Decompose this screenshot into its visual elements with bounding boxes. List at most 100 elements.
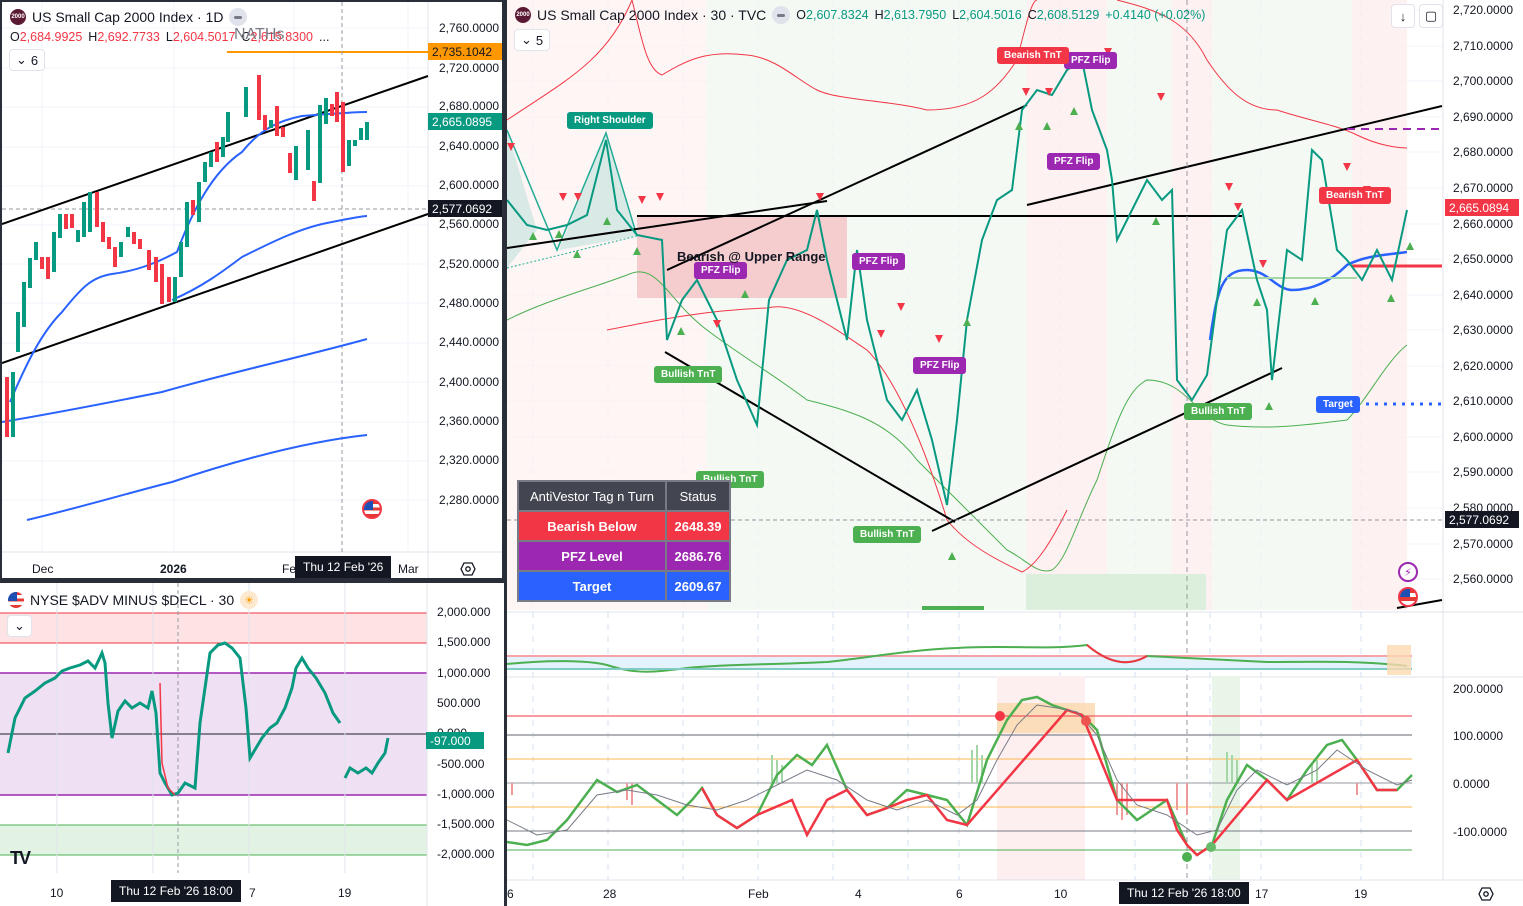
time-tick: 28 <box>603 887 617 901</box>
time-tick: 17 <box>1255 887 1269 901</box>
right-shoulder-label: Right Shoulder <box>567 112 653 129</box>
axis-tick: 2,690.0000 <box>1453 110 1514 124</box>
axis-tick: 500.000 <box>437 696 481 710</box>
table-row: PFZ Level 2686.76 <box>517 540 731 572</box>
crosshair-price-tag: 2,577.0692 <box>428 200 502 217</box>
time-tick: Mar <box>398 562 419 576</box>
axis-tick: 2,640.0000 <box>1453 288 1514 302</box>
main-chart-pane[interactable]: 2000 US Small Cap 2000 Index · 30 · TVC … <box>507 0 1523 906</box>
fullscreen-button[interactable]: ▢ <box>1419 4 1443 28</box>
axis-tick: 2,440.0000 <box>439 335 500 349</box>
symbol-logo-icon: 2000 <box>10 9 26 25</box>
axis-tick: 100.0000 <box>1453 729 1504 743</box>
row-value: 2648.39 <box>665 510 731 542</box>
pfz-flip-label: PFZ Flip <box>1064 52 1118 69</box>
row-value: 2686.76 <box>665 540 731 572</box>
axis-tick: 2,670.0000 <box>1453 181 1514 195</box>
time-tick: 7 <box>249 886 256 900</box>
adv-decl-pane[interactable]: NYSE $ADV MINUS $DECL · 30 ☀ ⌄ 2,000.000… <box>0 583 504 906</box>
axis-tick: 2,630.0000 <box>1453 323 1514 337</box>
row-label: Target <box>517 570 667 602</box>
daily-candles <box>5 75 369 437</box>
adv-chart-title[interactable]: NYSE $ADV MINUS $DECL · 30 <box>30 592 235 608</box>
adv-indicators-toggle[interactable]: ⌄ <box>7 615 32 637</box>
chevron-down-icon: ⌄ <box>16 52 27 67</box>
symbol-logo-icon: 2000 <box>515 7 531 23</box>
daily-ohlc: O2,684.9925 H2,692.7733 L2,604.5017 C2,6… <box>10 30 330 44</box>
axis-tick: 2,660.0000 <box>1453 217 1514 231</box>
settings-icon[interactable] <box>460 561 476 577</box>
indicators-toggle[interactable]: ⌄ 6 <box>9 49 46 71</box>
axis-tick: 2,760.0000 <box>439 21 500 35</box>
axis-tick: 2,000.000 <box>437 605 491 619</box>
time-tick: 19 <box>338 886 352 900</box>
axis-tick: 2,480.0000 <box>439 296 500 310</box>
pfz-flip-label: PFZ Flip <box>694 262 748 279</box>
table-row: Bearish Below 2648.39 <box>517 510 731 542</box>
axis-tick: 2,520.0000 <box>439 257 500 271</box>
axis-tick: 2,560.0000 <box>439 217 500 231</box>
last-price-tag: 2,665.0895 <box>428 113 502 130</box>
axis-tick: 2,700.0000 <box>1453 74 1514 88</box>
scroll-to-latest-button[interactable]: ↓ <box>1391 4 1415 28</box>
time-tick: 2026 <box>160 562 187 576</box>
row-label: Bearish Below <box>517 510 667 542</box>
axis-tick: -1,500.000 <box>437 817 495 831</box>
bullish-tnt-label: Bullish TnT <box>853 526 922 543</box>
axis-tick: 2,560.0000 <box>1453 572 1514 586</box>
adv-last-value-tag: -97.000 <box>426 732 484 749</box>
axis-tick: 2,680.0000 <box>439 99 500 113</box>
pfz-flip-label: PFZ Flip <box>913 357 967 374</box>
main-chart-title[interactable]: US Small Cap 2000 Index · 30 · TVC <box>537 7 767 23</box>
axis-tick: 2,720.0000 <box>1453 3 1514 17</box>
axis-tick: 2,650.0000 <box>1453 252 1514 266</box>
antivestor-status-table: AntiVestor Tag n Turn Status Bearish Bel… <box>517 480 731 602</box>
axis-tick: 2,570.0000 <box>1453 537 1514 551</box>
axis-tick: 2,610.0000 <box>1453 394 1514 408</box>
daily-legend[interactable]: 2000 US Small Cap 2000 Index · 1D <box>10 8 248 26</box>
bearish-upper-range-label: Bearish @ Upper Range <box>677 249 826 264</box>
time-tick: Dec <box>32 562 54 576</box>
axis-tick: 2,680.0000 <box>1453 145 1514 159</box>
axis-tick: 2,710.0000 <box>1453 39 1514 53</box>
pfz-flip-label: PFZ Flip <box>1047 153 1101 170</box>
axis-tick: -2,000.000 <box>437 847 495 861</box>
bearish-tnt-label: Bearish TnT <box>997 47 1069 64</box>
main-chart-canvas[interactable] <box>507 0 1523 906</box>
main-ohlc: O2,607.8324 H2,613.7950 L2,604.5016 C2,6… <box>796 8 1206 22</box>
us-flag-event-icon[interactable] <box>1398 587 1418 607</box>
hide-legend-icon[interactable] <box>229 8 248 26</box>
main-indicators-toggle[interactable]: ⌄ 5 <box>514 29 551 51</box>
daily-chart-pane[interactable]: 2000 US Small Cap 2000 Index · 1D O2,684… <box>0 0 504 580</box>
axis-tick: 2,600.0000 <box>1453 430 1514 444</box>
indicator-count: 5 <box>535 32 544 48</box>
us-flag-event-icon[interactable] <box>362 499 382 519</box>
settings-icon[interactable] <box>1478 886 1494 902</box>
adv-legend[interactable]: NYSE $ADV MINUS $DECL · 30 ☀ <box>8 591 259 609</box>
daily-chart-title[interactable]: US Small Cap 2000 Index · 1D <box>32 9 224 25</box>
target-label: Target <box>1316 396 1360 413</box>
crosshair-price-tag: 2,577.0692 <box>1445 511 1519 528</box>
time-tick: 10 <box>50 886 64 900</box>
hide-legend-icon[interactable] <box>772 6 791 24</box>
axis-tick: 0.0000 <box>1453 777 1490 791</box>
market-hours-sun-icon[interactable]: ☀ <box>240 591 259 609</box>
bullish-tnt-label: Bullish TnT <box>1184 403 1253 420</box>
table-header: Status <box>665 480 731 512</box>
axis-tick: -100.0000 <box>1453 825 1508 839</box>
tradingview-logo[interactable]: TV <box>10 848 31 868</box>
axis-tick: 2,600.0000 <box>439 178 500 192</box>
axis-tick: -500.000 <box>437 757 485 771</box>
chevron-down-icon: ⌄ <box>14 618 25 633</box>
daily-chart-canvas[interactable] <box>2 2 504 580</box>
arrow-down-icon: ↓ <box>1399 8 1407 24</box>
crosshair-time-tip: Thu 12 Feb '26 <box>295 556 392 578</box>
main-legend[interactable]: 2000 US Small Cap 2000 Index · 30 · TVC … <box>515 6 1205 24</box>
row-value: 2609.67 <box>665 570 731 602</box>
time-tick: 4 <box>855 887 862 901</box>
axis-tick: 1,000.000 <box>437 666 491 680</box>
axis-tick: 1,500.000 <box>437 635 491 649</box>
naths-annotation: NATHs <box>234 26 285 43</box>
lightning-event-icon[interactable]: ⚡ <box>1398 562 1418 582</box>
axis-tick: 2,590.0000 <box>1453 465 1514 479</box>
